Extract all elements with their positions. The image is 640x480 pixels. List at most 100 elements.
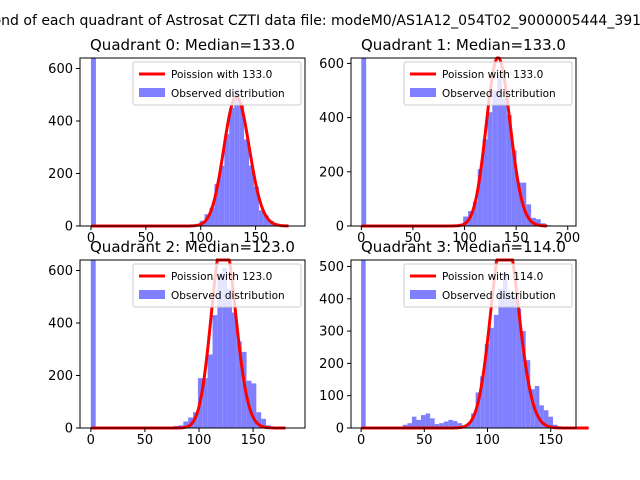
y-tick-label: 200 <box>48 369 73 384</box>
histogram-bar <box>548 416 553 428</box>
histogram-bar <box>214 184 220 226</box>
histogram-bar <box>209 207 215 226</box>
x-tick-label: 150 <box>243 231 268 246</box>
histogram-bar <box>90 58 96 226</box>
y-tick-label: 400 <box>48 115 73 130</box>
histogram-bar <box>90 260 96 428</box>
histogram-bar <box>480 376 485 428</box>
x-tick-label: 100 <box>187 433 212 448</box>
histogram-bar <box>482 139 488 226</box>
histogram-bar <box>244 139 250 226</box>
x-tick-label: 150 <box>538 433 563 448</box>
histogram-bar <box>416 419 422 428</box>
histogram-bar <box>507 292 513 428</box>
x-tick-label: 0 <box>357 433 365 448</box>
histogram-bar <box>430 418 435 428</box>
histogram-bar <box>506 114 512 226</box>
legend-bar-swatch <box>139 88 165 97</box>
legend-label-observed: Observed distribution <box>442 88 556 100</box>
y-tick-label: 500 <box>319 260 344 275</box>
subplot-quadrant-1: 0 50 100 150 200 0 200 400 600 Quadrant 1: Median… <box>319 36 580 246</box>
histogram-bar <box>361 58 367 226</box>
y-tick-label: 200 <box>48 167 73 182</box>
x-tick-label: 50 <box>416 433 433 448</box>
histogram-bar <box>234 89 240 226</box>
histogram-bar <box>516 308 522 428</box>
legend-label-poisson: Poission with 133.0 <box>171 69 272 81</box>
histogram-bar <box>421 415 426 428</box>
subplot-quadrant-0: 0 50 100 150 0 200 400 600 Quadrant 0: Median=13… <box>48 36 306 246</box>
y-tick-label: 600 <box>48 62 73 77</box>
histogram-bar <box>526 204 532 226</box>
subplot-quadrant-2: 0 50 100 150 0 200 400 600 Quadrant 2: Median=12… <box>48 238 306 448</box>
histogram-bar <box>361 260 366 428</box>
subplot-quadrant-3: 0 50 100 150 0 100 200 300 400 500 Quadrant 3: Med… <box>319 238 589 448</box>
histogram-bar <box>475 392 481 428</box>
histogram-bar <box>224 134 230 226</box>
histogram-bar <box>472 201 478 226</box>
y-tick-label: 200 <box>319 357 344 372</box>
subplot-title: Quadrant 1: Median=133.0 <box>361 36 566 54</box>
legend-box <box>403 263 573 308</box>
histogram-bar <box>457 423 462 428</box>
histogram-bar <box>471 413 476 428</box>
y-tick-label: 0 <box>336 220 344 235</box>
histogram-bar <box>207 354 213 428</box>
y-tick-label: 600 <box>319 57 344 72</box>
histogram-bar <box>231 312 237 428</box>
subplot-title: Quadrant 2: Median=123.0 <box>90 238 295 256</box>
histogram-bar <box>202 378 208 428</box>
histogram-bar <box>498 289 503 428</box>
histogram-bar <box>521 331 526 428</box>
figure-suptitle: Plotting Median counts per second of eac… <box>0 13 640 29</box>
histogram-bar <box>452 420 458 428</box>
poisson-curve <box>90 95 289 228</box>
histogram-bar <box>489 327 494 428</box>
histogram-bar <box>535 219 541 226</box>
y-tick-label: 400 <box>319 292 344 307</box>
legend-box <box>403 61 573 106</box>
histogram-bar <box>239 105 245 226</box>
histogram-bar <box>219 165 225 226</box>
x-tick-label: 150 <box>241 433 266 448</box>
y-tick-label: 600 <box>48 264 73 279</box>
histogram-bar <box>229 107 235 226</box>
legend-label-observed: Observed distribution <box>171 290 285 302</box>
axes-frame <box>79 259 306 429</box>
histogram-bar <box>434 424 440 428</box>
histogram-bar <box>512 295 517 428</box>
legend-label-poisson: Poission with 114.0 <box>442 271 543 283</box>
legend-box <box>132 263 302 308</box>
histogram-bar <box>448 419 453 428</box>
histogram-bar <box>534 386 540 428</box>
histogram-bar <box>407 423 412 428</box>
histogram-bar <box>497 74 502 227</box>
histogram-bar <box>501 98 507 226</box>
histogram-bar <box>261 418 267 428</box>
histogram-bar <box>539 405 544 428</box>
histogram-bar <box>236 341 242 428</box>
histogram-bar <box>543 410 549 428</box>
histogram-bar <box>484 344 490 428</box>
histogram-bar <box>402 424 408 428</box>
histogram-bar <box>222 267 228 428</box>
axes-frame <box>350 259 577 429</box>
histogram-bar <box>227 288 232 428</box>
y-tick-label: 200 <box>319 165 344 180</box>
histogram-bar <box>263 215 269 226</box>
histogram-bar <box>251 383 257 428</box>
legend-label-observed: Observed distribution <box>442 290 556 302</box>
histogram-bar <box>183 421 189 428</box>
x-tick-label: 50 <box>405 231 422 246</box>
histogram-bar <box>530 389 535 428</box>
histogram-bar <box>212 315 218 428</box>
y-tick-label: 300 <box>319 325 344 340</box>
axes-frame <box>350 57 577 227</box>
histogram-bar <box>411 416 417 428</box>
histogram-bar <box>439 423 444 428</box>
x-tick-label: 100 <box>188 231 213 246</box>
histogram-bar <box>511 150 517 226</box>
histogram-bar <box>516 182 522 226</box>
histogram-bar <box>258 210 264 226</box>
